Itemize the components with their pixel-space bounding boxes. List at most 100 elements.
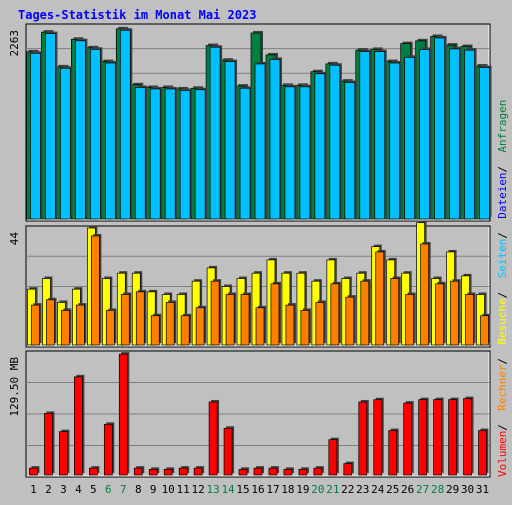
x-tick-label: 23 xyxy=(356,483,369,496)
x-tick-label: 5 xyxy=(90,483,97,496)
bar-rechner-4 xyxy=(76,304,85,346)
bar-seiten-26 xyxy=(404,56,416,220)
chart-panels: 2263 44 129.50 MB xyxy=(8,23,492,478)
x-tick-label: 28 xyxy=(431,483,444,496)
x-tick-label: 24 xyxy=(371,483,385,496)
bar-rechner-28 xyxy=(435,283,444,346)
x-tick-label: 2 xyxy=(45,483,52,496)
bar-seiten-12 xyxy=(194,89,206,220)
bar-volumen-30 xyxy=(463,398,472,476)
bar-volumen-11 xyxy=(178,467,188,476)
bar-volumen-25 xyxy=(388,430,398,476)
bar-seiten-30 xyxy=(464,49,475,220)
x-tick-label: 13 xyxy=(206,483,219,496)
x-tick-label: 21 xyxy=(326,483,339,496)
x-tick-label: 6 xyxy=(105,483,112,496)
legend-separator: / xyxy=(496,292,509,299)
bar-seiten-9 xyxy=(149,88,161,220)
legend-rechner: Rechner xyxy=(496,364,509,411)
bar-rechner-19 xyxy=(300,310,310,346)
x-tick-label: 10 xyxy=(162,483,175,496)
bar-rechner-5 xyxy=(91,235,100,346)
legend-separator: / xyxy=(496,424,509,431)
bar-rechner-18 xyxy=(285,304,295,346)
bar-volumen-1 xyxy=(29,467,38,476)
bar-volumen-19 xyxy=(298,468,308,476)
bar-volumen-31 xyxy=(478,430,487,476)
bar-volumen-15 xyxy=(238,468,248,476)
bar-volumen-16 xyxy=(253,467,263,476)
x-tick-label: 27 xyxy=(416,483,429,496)
bar-seiten-23 xyxy=(359,51,371,220)
bar-rechner-10 xyxy=(165,302,175,346)
bar-seiten-6 xyxy=(104,62,116,220)
y-axis-max-label: 129.50 MB xyxy=(8,357,21,417)
bar-rechner-25 xyxy=(390,278,400,346)
bar-seiten-4 xyxy=(75,40,86,220)
bar-volumen-18 xyxy=(283,468,293,476)
bar-seiten-17 xyxy=(269,59,281,220)
bar-volumen-21 xyxy=(328,439,338,476)
legend-dateien: Dateien xyxy=(496,172,509,218)
legend-separator: / xyxy=(496,232,509,239)
bar-volumen-20 xyxy=(313,467,323,476)
y-axis-max-label: 44 xyxy=(8,232,21,246)
bar-volumen-29 xyxy=(448,399,457,476)
bar-seiten-5 xyxy=(90,48,101,220)
y-axis-max-label: 2263 xyxy=(8,30,21,57)
legend-separator: / xyxy=(496,358,509,365)
legend-anfragen: Anfragen xyxy=(496,100,509,153)
panel-middle: 44 xyxy=(8,220,491,348)
x-tick-label: 20 xyxy=(311,483,324,496)
series-rechner xyxy=(31,233,491,346)
bar-seiten-14 xyxy=(224,61,236,220)
bar-seiten-11 xyxy=(179,90,191,220)
bar-rechner-22 xyxy=(345,296,355,346)
x-tick-label: 29 xyxy=(446,483,459,496)
x-tick-label: 16 xyxy=(251,483,264,496)
bar-rechner-9 xyxy=(150,315,160,346)
bar-volumen-28 xyxy=(433,399,442,476)
bar-rechner-13 xyxy=(210,280,220,346)
bar-rechner-26 xyxy=(405,294,415,346)
bar-rechner-2 xyxy=(46,299,55,346)
bar-volumen-5 xyxy=(89,467,98,476)
bar-seiten-1 xyxy=(30,52,41,220)
bar-seiten-13 xyxy=(209,46,221,220)
bar-volumen-7 xyxy=(118,353,128,476)
bar-volumen-6 xyxy=(103,423,113,476)
x-tick-label: 3 xyxy=(60,483,67,496)
bar-volumen-4 xyxy=(74,376,83,476)
bar-rechner-24 xyxy=(375,251,385,346)
bar-rechner-30 xyxy=(465,294,474,346)
bar-rechner-27 xyxy=(420,243,429,346)
bar-seiten-25 xyxy=(389,62,401,220)
panel-bottom: 129.50 MB xyxy=(8,350,491,478)
x-tick-label: 31 xyxy=(476,483,489,496)
bar-seiten-27 xyxy=(419,49,430,220)
x-tick-label: 17 xyxy=(266,483,279,496)
bar-seiten-16 xyxy=(254,63,266,220)
bar-rechner-20 xyxy=(315,302,325,346)
bar-rechner-15 xyxy=(240,294,250,346)
bar-rechner-11 xyxy=(180,315,190,346)
bar-rechner-17 xyxy=(270,283,280,346)
x-tick-label: 22 xyxy=(341,483,354,496)
legend-seiten: Seiten xyxy=(496,239,509,279)
x-tick-label: 18 xyxy=(281,483,294,496)
bar-rechner-12 xyxy=(195,307,205,346)
bar-volumen-17 xyxy=(268,467,278,476)
bar-rechner-1 xyxy=(31,304,40,346)
bar-seiten-29 xyxy=(449,48,460,220)
series-seiten xyxy=(30,28,492,220)
legend-besuche: Besuche xyxy=(496,298,509,344)
bar-volumen-14 xyxy=(223,427,233,476)
bar-volumen-24 xyxy=(373,399,383,476)
chart-title: Tages-Statistik im Monat Mai 2023 xyxy=(18,8,256,22)
bar-seiten-21 xyxy=(329,64,341,220)
legend: Volumen / Rechner / Besuche / Seiten / D… xyxy=(496,100,509,477)
bar-seiten-28 xyxy=(434,37,445,220)
bar-seiten-15 xyxy=(239,87,251,220)
bar-rechner-8 xyxy=(135,291,145,346)
